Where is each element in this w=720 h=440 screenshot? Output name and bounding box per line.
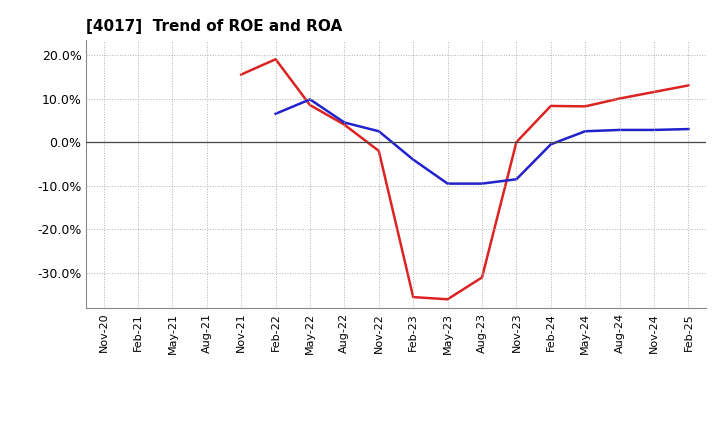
ROA [409, 157, 418, 162]
Text: [4017]  Trend of ROE and ROA: [4017] Trend of ROE and ROA [86, 19, 343, 34]
ROE [581, 104, 590, 109]
ROE [444, 297, 452, 302]
ROA [477, 181, 486, 186]
ROE [649, 89, 658, 95]
ROE [374, 148, 383, 154]
ROA [546, 142, 555, 147]
Line: ROA: ROA [276, 99, 688, 183]
ROA [306, 97, 315, 102]
ROA [649, 127, 658, 132]
ROE [271, 57, 280, 62]
ROE [477, 275, 486, 280]
ROA [512, 176, 521, 182]
ROA [271, 111, 280, 117]
ROE [616, 96, 624, 101]
ROA [340, 120, 348, 125]
ROA [616, 127, 624, 132]
ROA [444, 181, 452, 186]
ROE [684, 83, 693, 88]
ROA [374, 128, 383, 134]
Line: ROE: ROE [241, 59, 688, 299]
ROE [512, 139, 521, 145]
ROA [684, 126, 693, 132]
ROE [340, 122, 348, 127]
ROE [306, 103, 315, 108]
ROE [237, 72, 246, 77]
ROA [581, 128, 590, 134]
ROE [546, 103, 555, 109]
ROE [409, 294, 418, 300]
